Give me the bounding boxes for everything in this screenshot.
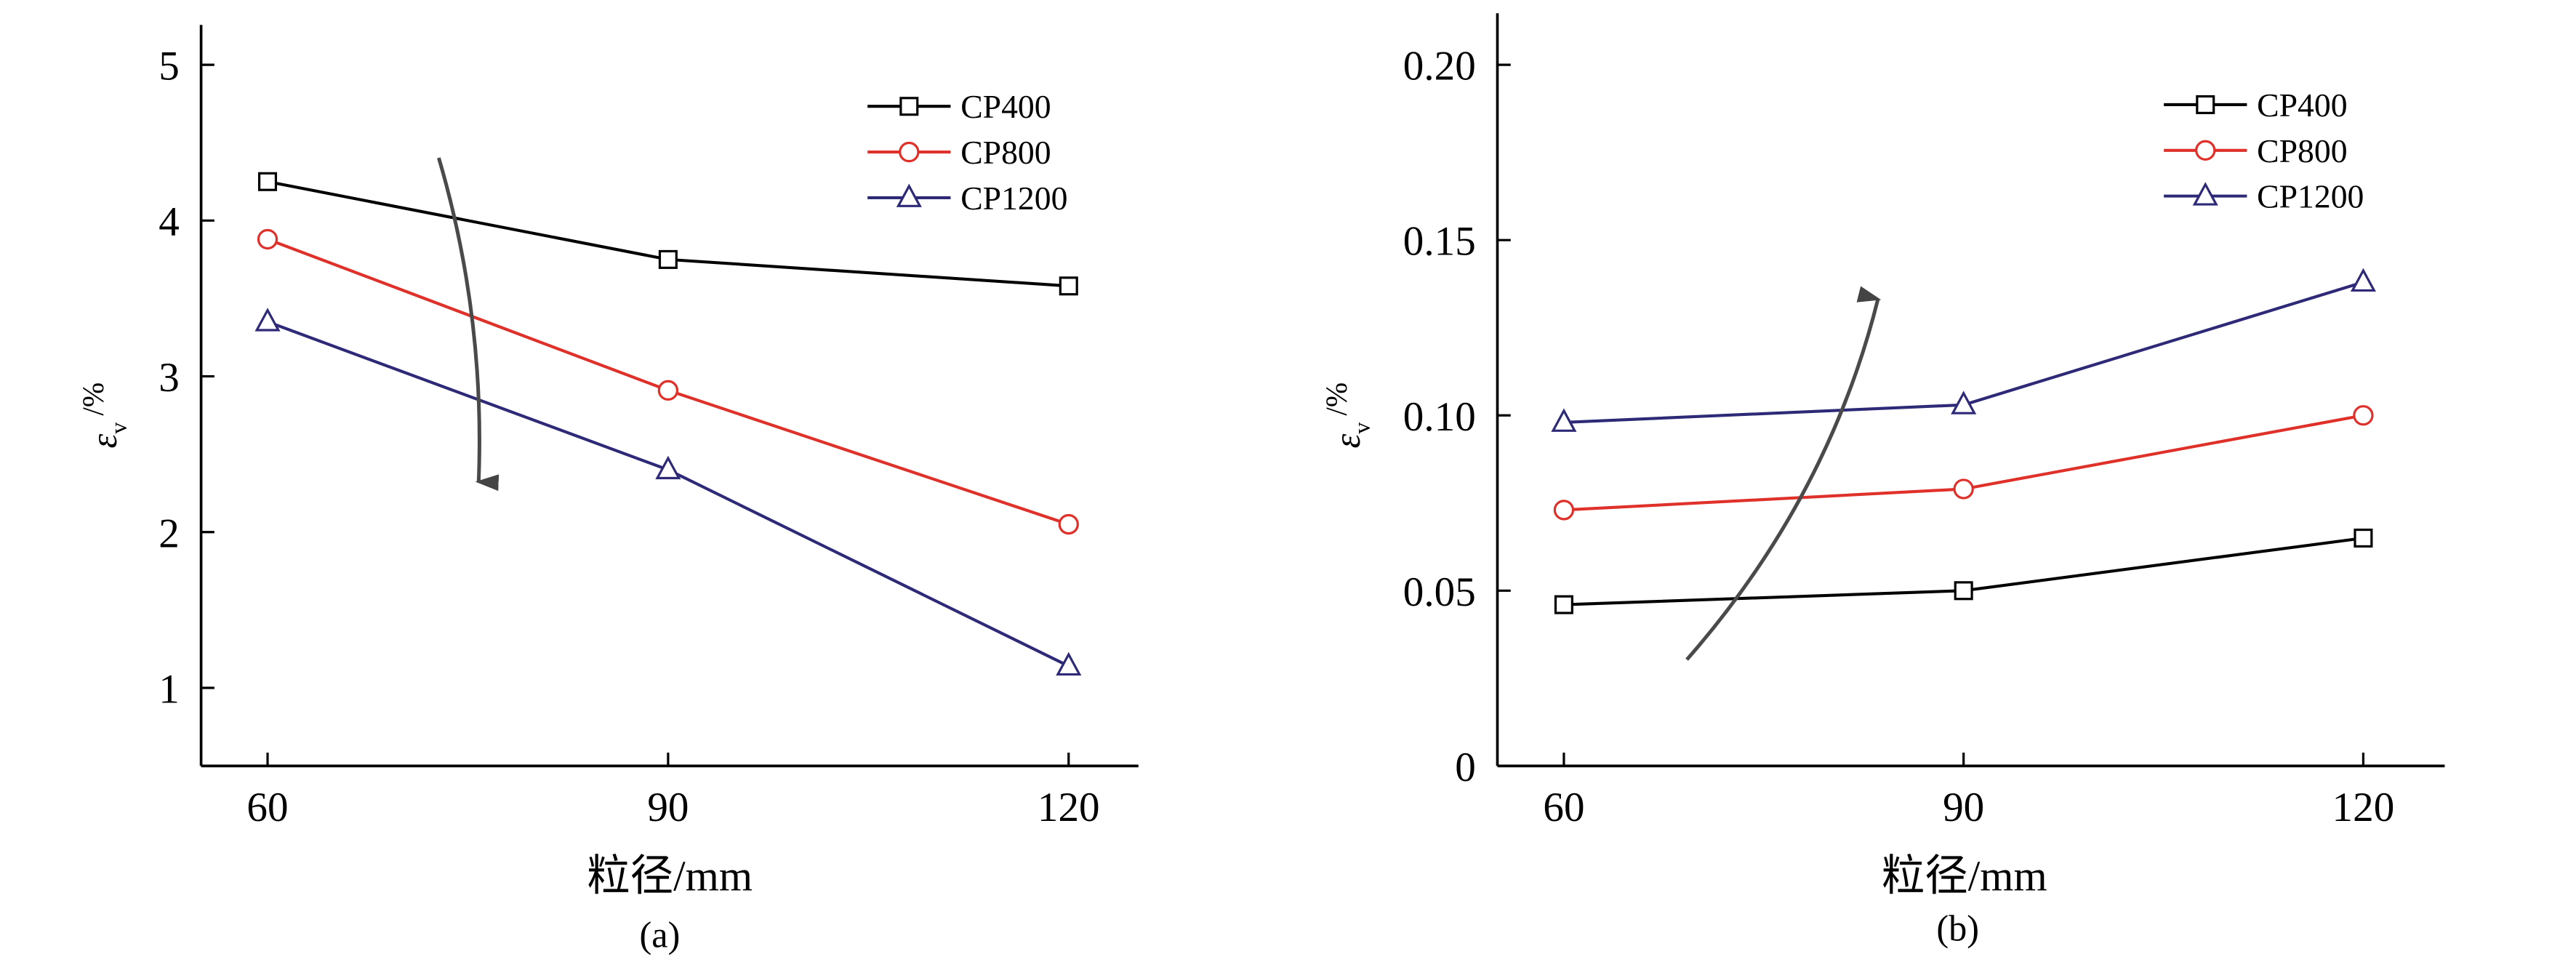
y-axis-unit: /% [1319, 382, 1352, 416]
legend-item-cp1200: CP1200 [2164, 178, 2364, 215]
x-tick-label: 60 [246, 785, 288, 830]
y-axis-symbol: ε [84, 434, 124, 449]
y-axis-label-b: εv /% [1319, 382, 1374, 449]
x-tick-label: 60 [1543, 785, 1584, 830]
x-tick-label: 90 [647, 785, 689, 830]
y-tick-label: 3 [159, 355, 180, 401]
x-axis-label-a: 粒径/mm [587, 852, 753, 900]
legend-label: CP800 [2257, 132, 2347, 169]
data-point-cp400 [1954, 581, 1973, 601]
data-point-cp800 [657, 380, 679, 401]
legend-a: CP400 CP800 CP1200 [867, 88, 1067, 217]
legend-label: CP400 [960, 88, 1051, 125]
data-point-cp800 [2353, 405, 2374, 426]
data-point-cp400 [2354, 528, 2373, 548]
chart-panel-a: 1 2 3 4 5 60 90 120 CP400 CP800 CP1200 εv /% 粒径/mm… [76, 25, 1139, 955]
chart-panel-b: 0 0.05 0.10 0.15 0.20 60 90 120 CP400 CP800 CP120… [1319, 13, 2445, 948]
legend-marker-triangle [896, 183, 922, 207]
legend-b: CP400 CP800 CP1200 [2164, 87, 2364, 215]
data-point-cp1200 [254, 308, 281, 332]
legend-marker-triangle [2192, 182, 2218, 206]
y-tick-label: 0.20 [1403, 44, 1476, 89]
y-axis-unit: /% [76, 382, 110, 416]
data-point-cp400 [1554, 595, 1573, 614]
trend-arrow-a [437, 157, 499, 492]
x-tick-label: 120 [1038, 785, 1100, 830]
legend-marker-circle [2195, 140, 2216, 161]
data-point-cp400 [658, 249, 678, 269]
y-tick-label: 0 [1455, 745, 1476, 790]
ticks-b: 0 0.05 0.10 0.15 0.20 60 90 120 [1403, 44, 2394, 830]
data-point-cp400 [257, 172, 278, 191]
ticks-a: 1 2 3 4 5 60 90 120 [159, 44, 1099, 830]
legend-label: CP800 [960, 134, 1051, 171]
trend-arrow-b [1685, 286, 1882, 661]
legend-marker-square [899, 97, 919, 116]
series-b [1551, 268, 2376, 614]
legend-marker-circle [899, 141, 920, 163]
axes-a [199, 25, 1139, 768]
legend-item-cp800: CP800 [2164, 132, 2348, 169]
panel-label-a: (a) [640, 914, 681, 955]
data-point-cp1200 [2350, 268, 2376, 292]
data-point-cp1200 [655, 455, 681, 480]
y-tick-label: 2 [159, 510, 180, 556]
panel-label-b: (b) [1936, 907, 1979, 948]
data-point-cp800 [1553, 500, 1575, 521]
series-a [254, 172, 1082, 676]
y-axis-subscript: v [105, 422, 132, 434]
y-tick-label: 0.05 [1403, 569, 1476, 615]
series-line-cp1200 [267, 320, 1070, 668]
legend-label: CP1200 [960, 180, 1067, 217]
y-axis-subscript: v [1348, 422, 1374, 434]
data-point-cp800 [1058, 513, 1079, 535]
legend-marker-square [2196, 95, 2215, 114]
legend-item-cp400: CP400 [2164, 87, 2348, 124]
x-tick-label: 120 [2332, 785, 2395, 830]
data-point-cp800 [1953, 478, 1974, 500]
y-tick-label: 0.10 [1403, 394, 1476, 440]
y-tick-label: 5 [159, 44, 180, 89]
data-point-cp400 [1059, 276, 1078, 296]
data-point-cp800 [257, 228, 278, 250]
data-point-cp1200 [1056, 652, 1082, 676]
data-point-cp1200 [1551, 408, 1577, 432]
axes-b [1496, 13, 2445, 768]
y-tick-label: 4 [159, 199, 180, 245]
legend-label: CP400 [2257, 87, 2347, 124]
legend-item-cp1200: CP1200 [867, 180, 1067, 217]
y-tick-label: 1 [159, 667, 180, 713]
legend-item-cp800: CP800 [867, 134, 1051, 171]
y-tick-label: 0.15 [1403, 219, 1476, 265]
y-axis-label-a: εv /% [76, 382, 132, 449]
y-axis-symbol: ε [1327, 434, 1368, 449]
legend-label: CP1200 [2257, 178, 2364, 215]
data-point-cp1200 [1951, 390, 1977, 414]
x-axis-label-b: 粒径/mm [1882, 852, 2047, 900]
legend-item-cp400: CP400 [867, 88, 1051, 125]
x-tick-label: 90 [1943, 785, 1984, 830]
